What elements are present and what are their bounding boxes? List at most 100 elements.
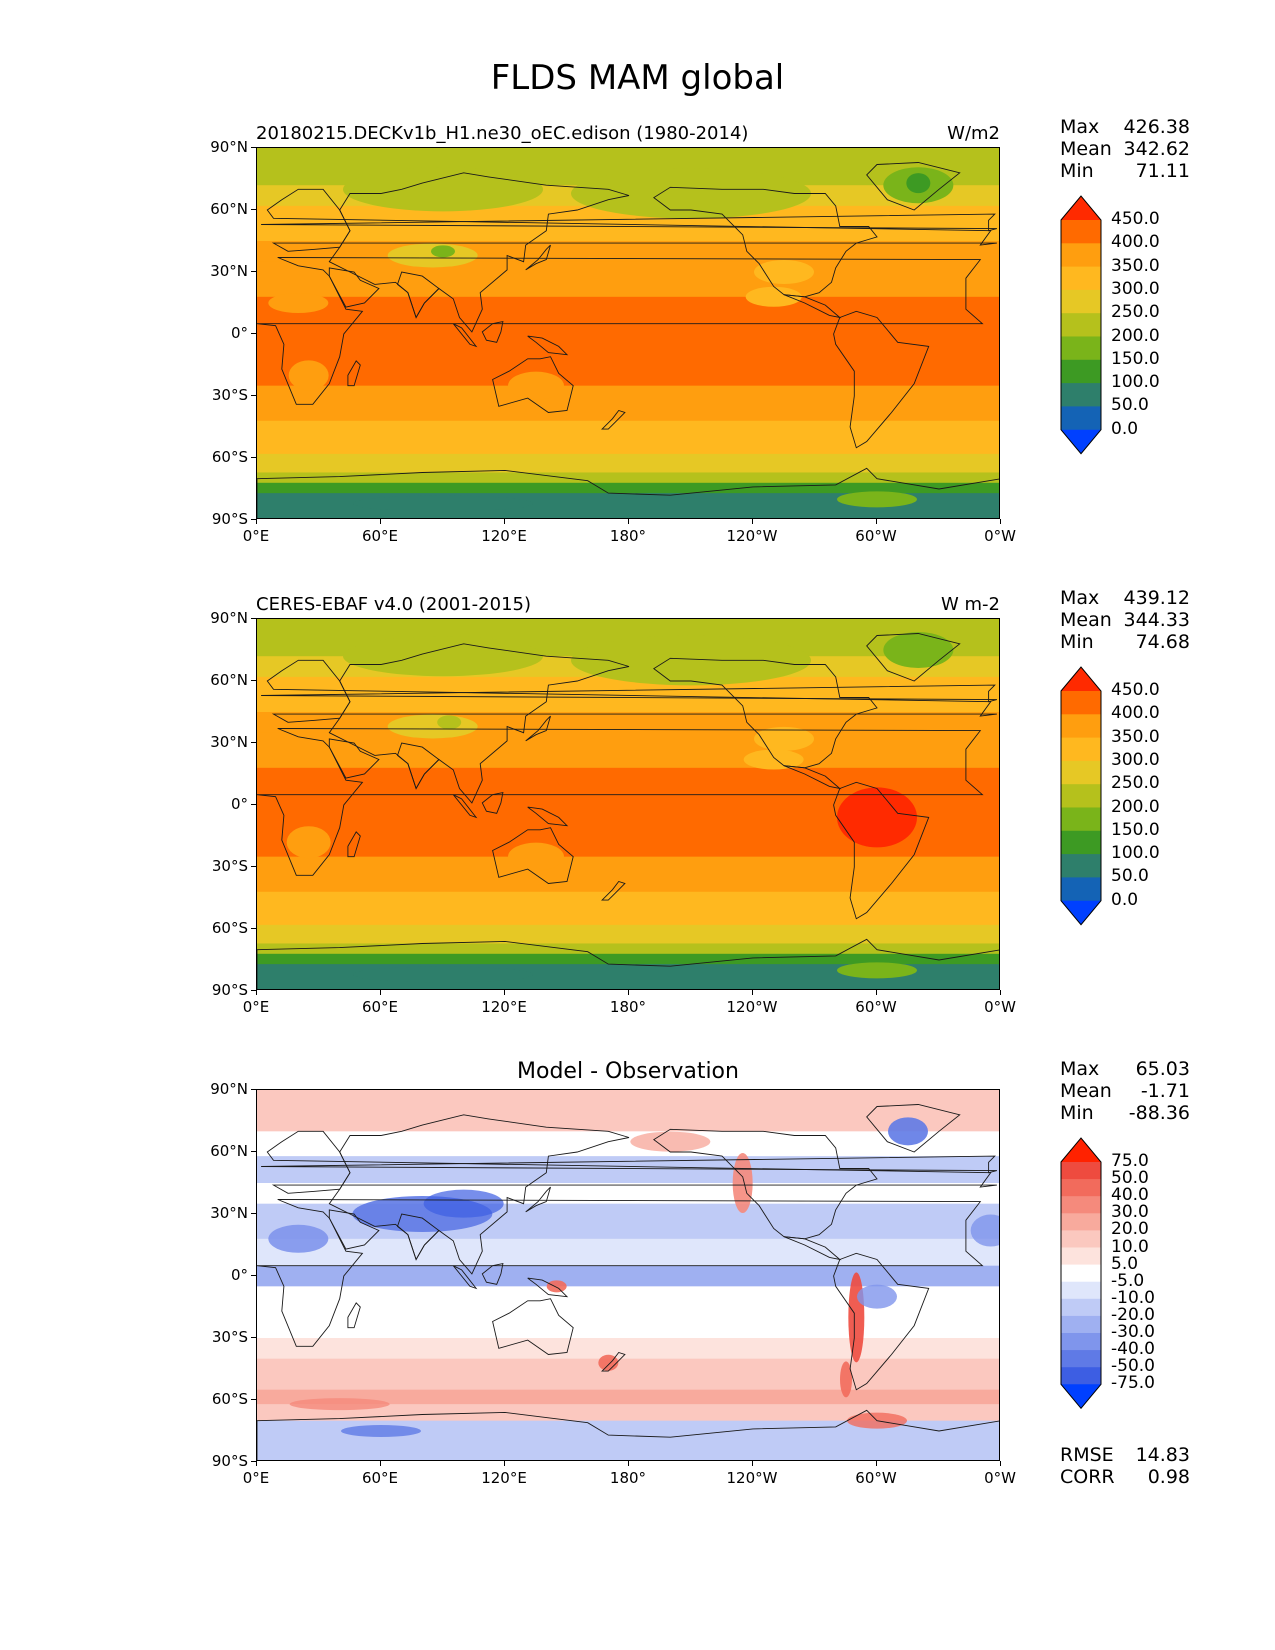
stat-label: Min (1060, 160, 1094, 182)
lon-tick-label: 180° (609, 527, 647, 545)
lon-tick (1000, 519, 1001, 524)
colorbar-segment (1061, 406, 1101, 431)
colorbar-level-label: 10.0 (1111, 1236, 1149, 1257)
field-anomaly (883, 632, 954, 668)
field-anomaly (732, 1153, 753, 1213)
colorbar-segment (1061, 854, 1101, 878)
lon-tick-label: 120°W (726, 1469, 778, 1487)
lon-tick-label: 120°E (481, 998, 527, 1016)
coastline-uk (261, 213, 998, 232)
colorbar-extend-max (1061, 195, 1101, 220)
difference-stats: Max 65.03 Mean -1.71 Min -88.36 (1060, 1058, 1190, 1124)
panel-units: W m-2 (940, 594, 1000, 615)
field-anomaly (353, 966, 533, 983)
field-anomaly (286, 826, 331, 859)
metric-label: RMSE (1060, 1444, 1114, 1466)
colorbar-segment (1061, 784, 1101, 808)
colorbar-outline (1060, 666, 1102, 926)
metric-label: CORR (1060, 1466, 1115, 1488)
stat-mean: 342.62 (1123, 138, 1190, 160)
coastline-southAmerica (833, 310, 930, 449)
field-band (257, 943, 999, 955)
colorbar-extend-min (1061, 900, 1101, 925)
coastline-japan (525, 244, 551, 271)
field-band (257, 1265, 999, 1287)
coastline-antarctica (257, 1409, 999, 1460)
stat-min: 74.68 (1135, 631, 1190, 653)
coastline-newGuinea (527, 1277, 569, 1298)
lat-tick-label: 90°N (210, 138, 248, 156)
observation-panel: CERES-EBAF v4.0 (2001-2015) W m-2 90°N 60… (0, 594, 1275, 1018)
field-band (257, 856, 999, 893)
difference-panel: Model - Observation 90°N 60°N 30°N 0° 30°S 60… (0, 1059, 1275, 1489)
lat-tick-label: 90°N (210, 1080, 248, 1098)
coastline-nz (601, 1351, 626, 1372)
lat-tick-label: 0° (230, 795, 248, 813)
rmse-value: 14.83 (1135, 1444, 1190, 1466)
observation-map (256, 618, 1000, 990)
colorbar-level-label: 40.0 (1111, 1185, 1149, 1206)
colorbar-segment (1061, 877, 1101, 902)
lon-tick-label: 60°W (855, 527, 897, 545)
colorbar-level-label: 250.0 (1111, 302, 1160, 323)
map-canvas (257, 619, 999, 989)
colorbar-segment (1061, 1179, 1101, 1197)
field-anomaly (343, 636, 543, 677)
field-anomaly (431, 245, 455, 258)
lat-tick-label: 60°S (211, 448, 248, 466)
colorbar-level-label: 0.0 (1111, 889, 1139, 910)
field-anomaly (508, 842, 564, 871)
coastline-sumatra (452, 1265, 478, 1290)
coastline-madagascar (347, 831, 361, 858)
colorbar-segment (1061, 266, 1101, 291)
colorbar-level-label: -75.0 (1111, 1373, 1155, 1394)
colorbar-level-label: 150.0 (1111, 348, 1160, 369)
lon-tick-label: 0°E (242, 527, 270, 545)
colorbar-segment (1061, 1281, 1101, 1300)
model-panel: 20180215.DECKv1b_H1.ne30_oEC.edison (198… (0, 123, 1275, 547)
colorbar-svg (1060, 1137, 1102, 1410)
coastline-japan (525, 715, 551, 742)
field-band (257, 836, 999, 858)
lat-tick (251, 742, 256, 743)
field-anomaly (848, 1272, 865, 1363)
coastline-arabia (328, 267, 380, 308)
lat-tick-label: 0° (230, 1266, 248, 1284)
lat-tick (251, 457, 256, 458)
field-anomaly (546, 1280, 567, 1293)
stat-label: Mean (1060, 609, 1112, 631)
figure-title: FLDS MAM global (490, 58, 785, 98)
field-anomaly (268, 293, 329, 313)
lon-tick (1000, 990, 1001, 995)
lon-tick-label: 120°W (726, 998, 778, 1016)
field-anomaly (840, 1361, 852, 1398)
colorbar-level-label: 50.0 (1111, 1168, 1149, 1189)
field-band (257, 924, 999, 944)
colorbar-segment (1061, 219, 1101, 244)
field-anomaly (353, 495, 533, 512)
field-band (257, 261, 999, 298)
colorbar-outline (1060, 1137, 1102, 1410)
coastline-madagascar (347, 1302, 361, 1329)
field-anomaly (387, 243, 478, 268)
lon-tick (1000, 1461, 1001, 1466)
colorbar-segment (1061, 289, 1101, 314)
colorbar-segment (1061, 383, 1101, 407)
colorbar-level-label: 200.0 (1111, 325, 1160, 346)
colorbar-level-label: -20.0 (1111, 1304, 1155, 1325)
stat-label: Mean (1060, 1080, 1112, 1102)
lat-tick-label: 90°S (211, 1452, 248, 1470)
colorbar-segment (1061, 1264, 1101, 1283)
colorbar-level-label: 300.0 (1111, 278, 1160, 299)
lon-tick-label: 120°E (481, 527, 527, 545)
colorbar-extend-min (1061, 1384, 1101, 1409)
coastline-madagascar (347, 360, 361, 387)
colorbar-segment (1061, 1298, 1101, 1317)
coastline-northAmerica (653, 186, 878, 298)
colorbar-level-label: 200.0 (1111, 796, 1160, 817)
coastline-africa (257, 728, 984, 876)
field-anomaly (423, 1189, 504, 1218)
field-band (257, 1389, 999, 1405)
lon-tick (504, 519, 505, 524)
colorbar-segment (1061, 243, 1101, 268)
